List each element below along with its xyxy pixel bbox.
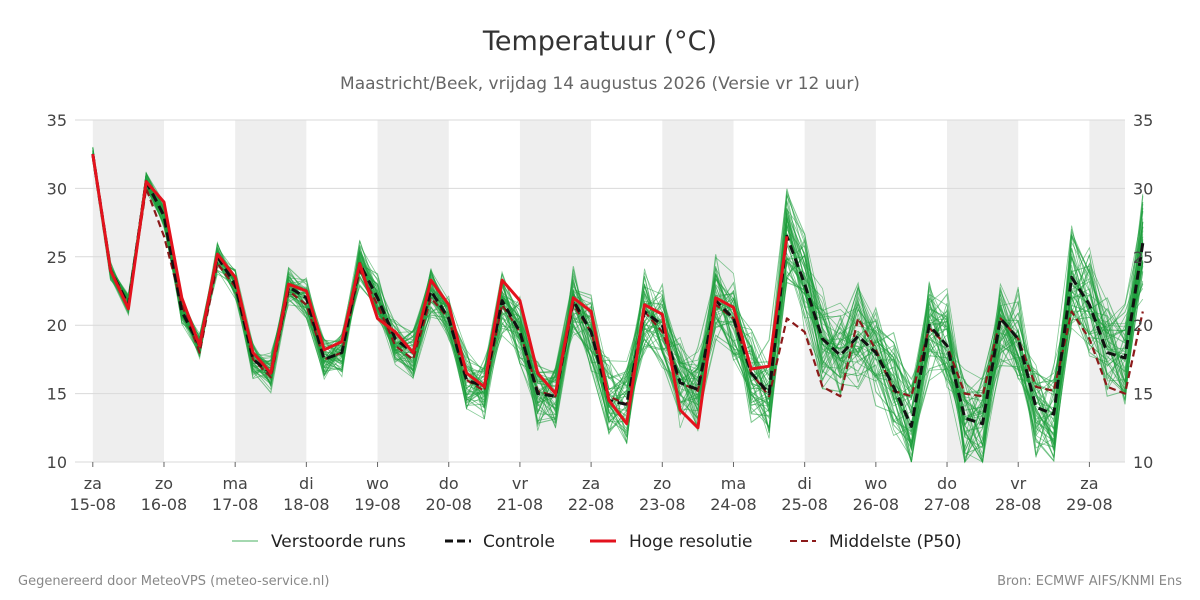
- legend-label-controle: Controle: [483, 532, 555, 552]
- x-tick-date-15-08: 15-08: [70, 495, 117, 514]
- legend-label-verstoorde-runs: Verstoorde runs: [271, 532, 406, 552]
- x-tick-date-28-08: 28-08: [995, 495, 1042, 514]
- legend-label-hoge-resolutie: Hoge resolutie: [629, 532, 753, 552]
- x-tick-weekday-26-08: wo: [864, 474, 887, 493]
- chart-subtitle: Maastricht/Beek, vrijdag 14 augustus 202…: [340, 74, 860, 94]
- ensemble-member-37: [92, 155, 1144, 463]
- ensemble-member-45: [92, 147, 1144, 436]
- ensemble-member-32: [92, 157, 1144, 463]
- x-tick-weekday-18-08: di: [299, 474, 314, 493]
- y-tick-left-35: 35: [47, 111, 67, 130]
- y-tick-right-10: 10: [1133, 453, 1153, 472]
- legend-label-p50: Middelste (P50): [829, 532, 962, 552]
- y-tick-right-30: 30: [1133, 179, 1153, 198]
- x-tick-date-22-08: 22-08: [568, 495, 615, 514]
- x-tick-weekday-17-08: ma: [222, 474, 247, 493]
- footer-source: Bron: ECMWF AIFS/KNMI Ens: [997, 574, 1182, 589]
- y-tick-right-25: 25: [1133, 248, 1153, 267]
- series-line-middelste-p50-: [91, 154, 1144, 406]
- ensemble-member-49: [92, 150, 1144, 429]
- ensemble-member-11: [92, 153, 1144, 438]
- x-tick-weekday-19-08: wo: [366, 474, 389, 493]
- y-tick-left-25: 25: [47, 248, 67, 267]
- day-band-15-08: [92, 120, 164, 462]
- series-line-hoge-resolutie: [91, 153, 789, 430]
- x-tick-weekday-27-08: do: [937, 474, 957, 493]
- main-series-lines: [91, 153, 1145, 430]
- x-tick-date-19-08: 19-08: [354, 495, 401, 514]
- ensemble-member-43: [92, 160, 1144, 464]
- x-tick-weekday-24-08: ma: [721, 474, 746, 493]
- y-axis-left: 10 15 20 25 30 35: [47, 111, 67, 472]
- x-tick-date-23-08: 23-08: [639, 495, 686, 514]
- x-tick-weekday-21-08: vr: [512, 474, 528, 493]
- x-tick-date-27-08: 27-08: [924, 495, 971, 514]
- x-axis: za 15-08 zo 16-08 ma 17-08 di 18-08 wo 19-08 do 20-…: [70, 462, 1113, 514]
- x-tick-weekday-15-08: za: [84, 474, 102, 493]
- y-tick-left-30: 30: [47, 179, 67, 198]
- x-tick-weekday-29-08: za: [1080, 474, 1098, 493]
- x-tick-date-24-08: 24-08: [710, 495, 757, 514]
- y-tick-left-15: 15: [47, 385, 67, 404]
- y-tick-right-15: 15: [1133, 385, 1153, 404]
- y-axis-right: 10 15 20 25 30 35: [1133, 111, 1153, 472]
- y-tick-right-35: 35: [1133, 111, 1153, 130]
- x-tick-weekday-20-08: do: [439, 474, 459, 493]
- chart-title: Temperatuur (°C): [482, 26, 717, 57]
- x-tick-weekday-25-08: di: [797, 474, 812, 493]
- gridlines: [75, 119, 1125, 463]
- x-tick-date-20-08: 20-08: [425, 495, 472, 514]
- footer-generated-by: Gegenereerd door MeteoVPS (meteo-service…: [18, 574, 329, 589]
- x-tick-date-21-08: 21-08: [497, 495, 544, 514]
- x-tick-date-18-08: 18-08: [283, 495, 330, 514]
- x-tick-weekday-23-08: zo: [653, 474, 671, 493]
- ensemble-member-31: [92, 147, 1144, 447]
- x-tick-weekday-28-08: vr: [1010, 474, 1026, 493]
- y-tick-left-10: 10: [47, 453, 67, 472]
- y-tick-right-20: 20: [1133, 316, 1153, 335]
- y-tick-left-20: 20: [47, 316, 67, 335]
- x-tick-weekday-16-08: zo: [155, 474, 173, 493]
- ensemble-member-30: [92, 153, 1144, 449]
- x-tick-date-29-08: 29-08: [1066, 495, 1113, 514]
- x-tick-date-16-08: 16-08: [141, 495, 188, 514]
- legend: Verstoorde runs Controle Hoge resolutie …: [232, 532, 962, 552]
- x-tick-date-26-08: 26-08: [853, 495, 900, 514]
- x-tick-weekday-22-08: za: [582, 474, 600, 493]
- x-tick-date-25-08: 25-08: [781, 495, 828, 514]
- x-tick-date-17-08: 17-08: [212, 495, 259, 514]
